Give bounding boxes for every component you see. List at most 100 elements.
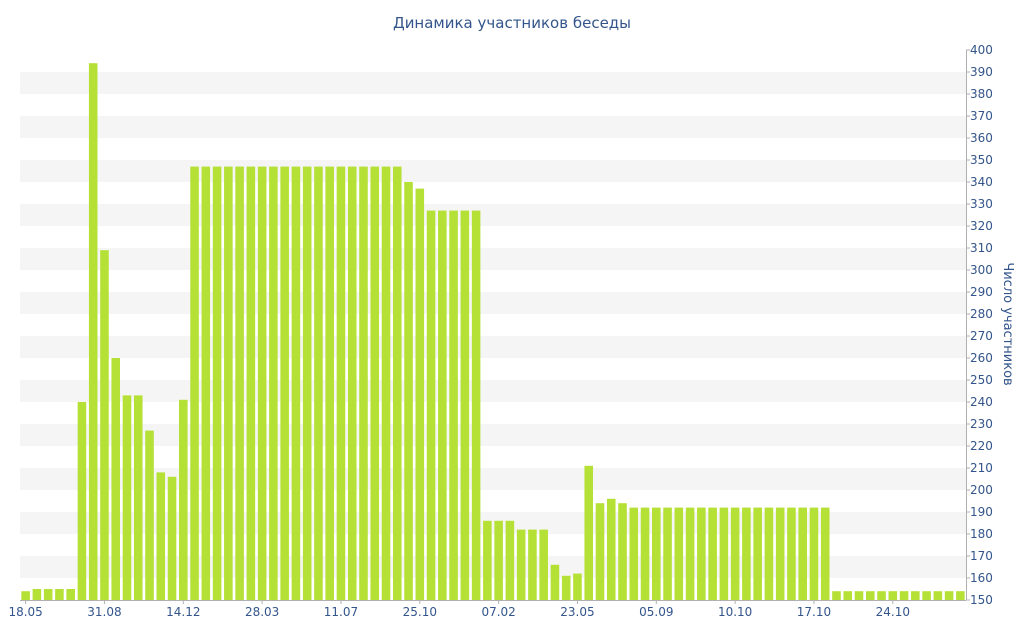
grid-bands bbox=[20, 72, 966, 578]
bar bbox=[32, 589, 42, 600]
y-tick-label: 350 bbox=[970, 153, 993, 167]
bar bbox=[708, 507, 717, 600]
bar bbox=[584, 465, 594, 600]
y-tick-label: 340 bbox=[970, 175, 993, 189]
x-tick-label: 25.10 bbox=[403, 605, 437, 619]
bar bbox=[539, 529, 548, 600]
bar bbox=[133, 395, 143, 600]
y-tick-label: 300 bbox=[970, 263, 993, 277]
grid-band bbox=[20, 380, 966, 402]
bar bbox=[43, 589, 53, 600]
bar bbox=[77, 402, 87, 600]
bar bbox=[775, 507, 785, 600]
bar bbox=[325, 166, 334, 600]
bar bbox=[798, 507, 807, 600]
grid-band bbox=[20, 160, 966, 182]
bar bbox=[685, 507, 695, 600]
bar bbox=[55, 589, 64, 600]
bar bbox=[618, 503, 627, 600]
grid-band bbox=[20, 556, 966, 578]
y-tick-label: 330 bbox=[970, 197, 993, 211]
bar bbox=[246, 166, 256, 600]
bar bbox=[933, 591, 943, 600]
x-tick-label: 07.02 bbox=[481, 605, 515, 619]
bar bbox=[100, 250, 109, 600]
bar-series bbox=[21, 63, 965, 600]
bar bbox=[888, 591, 898, 600]
x-tick-label: 18.05 bbox=[8, 605, 42, 619]
y-tick-label: 310 bbox=[970, 241, 993, 255]
bar bbox=[336, 166, 346, 600]
y-tick-label: 250 bbox=[970, 373, 993, 387]
bar bbox=[381, 166, 391, 600]
bar bbox=[269, 166, 278, 600]
chart-title: Динамика участников беседы bbox=[393, 14, 631, 32]
bar bbox=[66, 589, 75, 600]
y-axis-title: Число участников bbox=[1000, 262, 1015, 385]
bar bbox=[235, 166, 244, 600]
bar bbox=[449, 210, 458, 600]
x-tick-label: 24.10 bbox=[876, 605, 910, 619]
bar bbox=[697, 507, 706, 600]
bar bbox=[753, 507, 762, 600]
bar bbox=[201, 166, 211, 600]
bar bbox=[257, 166, 267, 600]
bar bbox=[944, 591, 954, 600]
y-tick-label: 370 bbox=[970, 109, 993, 123]
bar bbox=[460, 210, 470, 600]
bar bbox=[224, 166, 233, 600]
bar bbox=[899, 591, 909, 600]
grid-band bbox=[20, 512, 966, 534]
bar bbox=[922, 591, 931, 600]
bar bbox=[854, 591, 864, 600]
bar bbox=[347, 166, 357, 600]
bar bbox=[663, 507, 672, 600]
bar bbox=[573, 573, 582, 600]
grid-band bbox=[20, 292, 966, 314]
y-tick-label: 400 bbox=[970, 43, 993, 57]
bar bbox=[392, 166, 402, 600]
y-tick-label: 270 bbox=[970, 329, 993, 343]
y-tick-label: 150 bbox=[970, 593, 993, 607]
bar bbox=[359, 166, 368, 600]
bar bbox=[471, 210, 481, 600]
y-tick-label: 280 bbox=[970, 307, 993, 321]
bar bbox=[674, 507, 684, 600]
grid-band bbox=[20, 204, 966, 226]
bar bbox=[179, 399, 188, 600]
bar bbox=[505, 520, 515, 600]
x-tick-label: 23.05 bbox=[560, 605, 594, 619]
x-tick-label: 11.07 bbox=[324, 605, 358, 619]
bar bbox=[21, 591, 30, 600]
bar bbox=[212, 166, 222, 600]
bar bbox=[787, 507, 796, 600]
bar bbox=[483, 520, 492, 600]
bar bbox=[956, 591, 965, 600]
grid-band bbox=[20, 336, 966, 358]
bar bbox=[652, 507, 661, 600]
y-tick-label: 160 bbox=[970, 571, 993, 585]
x-tick-label: 10.10 bbox=[718, 605, 752, 619]
bar bbox=[370, 166, 380, 600]
bar bbox=[595, 503, 605, 600]
bar bbox=[438, 210, 447, 600]
bar bbox=[156, 472, 166, 600]
bar bbox=[730, 507, 740, 600]
x-tick-label: 28.03 bbox=[245, 605, 279, 619]
bar bbox=[190, 166, 199, 600]
y-tick-label: 290 bbox=[970, 285, 993, 299]
bar bbox=[640, 507, 650, 600]
bar bbox=[415, 188, 425, 600]
bar bbox=[516, 529, 526, 600]
grid-band bbox=[20, 468, 966, 490]
y-tick-label: 260 bbox=[970, 351, 993, 365]
grid-band bbox=[20, 116, 966, 138]
bar bbox=[764, 507, 774, 600]
x-tick-label: 05.09 bbox=[639, 605, 673, 619]
bar bbox=[606, 498, 616, 600]
y-tick-labels: 150 160 170 180 190 200 210 220 230 240 250 260 270 2… bbox=[970, 43, 993, 607]
y-tick-label: 200 bbox=[970, 483, 993, 497]
bar bbox=[280, 166, 289, 600]
